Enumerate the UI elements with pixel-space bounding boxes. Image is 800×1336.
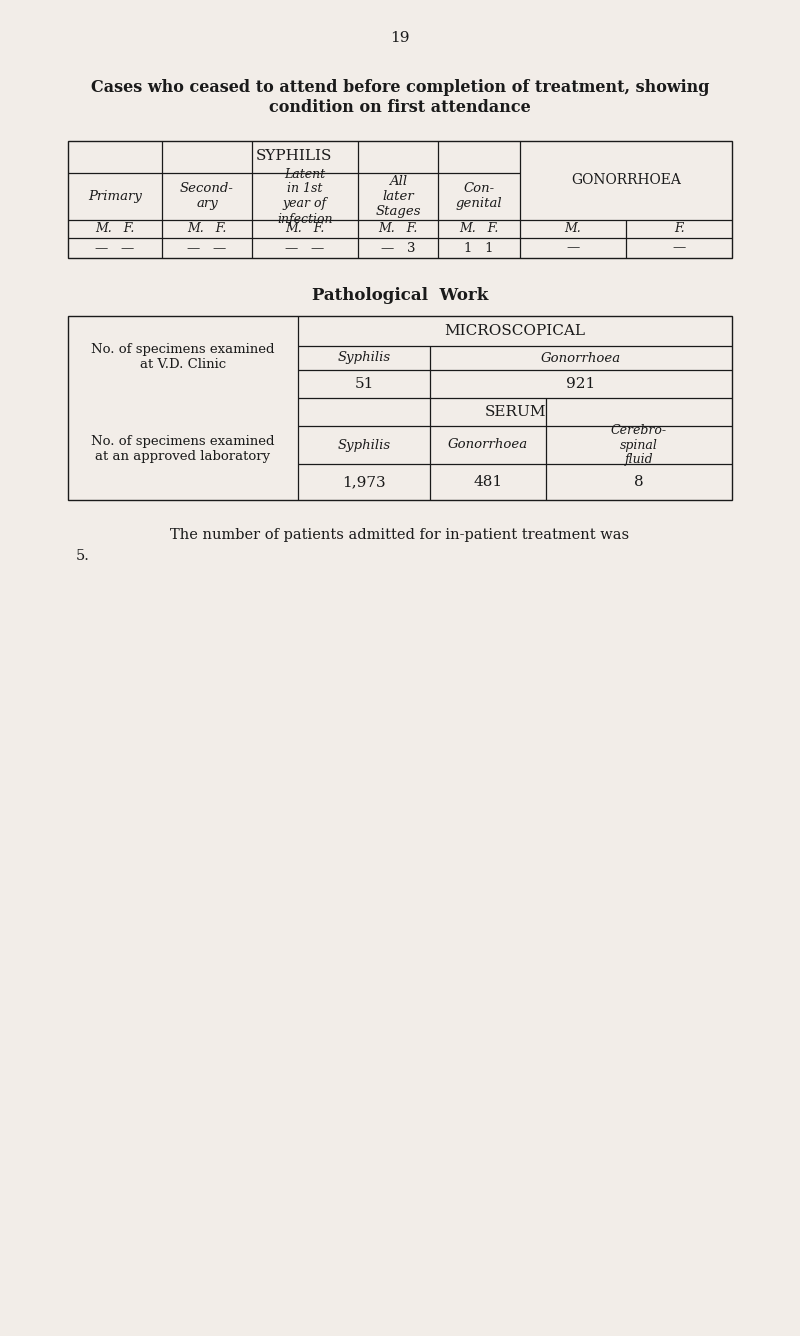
Text: condition on first attendance: condition on first attendance <box>269 99 531 116</box>
Text: M.   F.: M. F. <box>286 223 325 235</box>
Text: The number of patients admitted for in-patient treatment was: The number of patients admitted for in-p… <box>170 528 630 542</box>
Text: SYPHILIS: SYPHILIS <box>256 150 332 163</box>
Text: M.   F.: M. F. <box>378 223 418 235</box>
Text: Gonorrhoea: Gonorrhoea <box>448 438 528 452</box>
Text: M.   F.: M. F. <box>95 223 134 235</box>
Text: F.: F. <box>674 223 684 235</box>
Text: MICROSCOPICAL: MICROSCOPICAL <box>445 325 586 338</box>
Text: Syphilis: Syphilis <box>338 438 390 452</box>
Text: 5.: 5. <box>76 549 90 562</box>
Bar <box>68 317 732 500</box>
Text: All
later
Stages: All later Stages <box>375 175 421 218</box>
Text: M.   F.: M. F. <box>187 223 226 235</box>
Text: No. of specimens examined
at V.D. Clinic: No. of specimens examined at V.D. Clinic <box>91 343 274 371</box>
Text: M.: M. <box>565 223 582 235</box>
Text: Syphilis: Syphilis <box>338 351 390 365</box>
Text: Latent
in 1st
year of
infection: Latent in 1st year of infection <box>278 167 333 226</box>
Text: 8: 8 <box>634 476 644 489</box>
Bar <box>68 142 732 258</box>
Text: 51: 51 <box>354 377 374 391</box>
Text: Con-
genital: Con- genital <box>456 183 502 211</box>
Text: GONORRHOEA: GONORRHOEA <box>571 174 681 187</box>
Text: Cerebro-
spinal
fluid: Cerebro- spinal fluid <box>611 424 667 466</box>
Text: 1,973: 1,973 <box>342 476 386 489</box>
Text: 1   1: 1 1 <box>464 242 494 254</box>
Text: Gonorrhoea: Gonorrhoea <box>541 351 621 365</box>
Text: —: — <box>672 242 686 254</box>
Text: No. of specimens examined
at an approved laboratory: No. of specimens examined at an approved… <box>91 436 274 464</box>
Text: SERUM: SERUM <box>484 405 546 420</box>
Text: —: — <box>566 242 580 254</box>
Text: 19: 19 <box>390 31 410 45</box>
Text: Cases who ceased to attend before completion of treatment, showing: Cases who ceased to attend before comple… <box>90 80 710 96</box>
Text: Primary: Primary <box>88 190 142 203</box>
Text: Pathological  Work: Pathological Work <box>312 287 488 305</box>
Text: —   —: — — <box>286 242 325 254</box>
Text: —   —: — — <box>187 242 226 254</box>
Text: —   —: — — <box>95 242 134 254</box>
Text: 921: 921 <box>566 377 596 391</box>
Text: M.   F.: M. F. <box>459 223 498 235</box>
Text: 481: 481 <box>474 476 502 489</box>
Text: —   3: — 3 <box>381 242 415 254</box>
Text: Second-
ary: Second- ary <box>180 183 234 211</box>
